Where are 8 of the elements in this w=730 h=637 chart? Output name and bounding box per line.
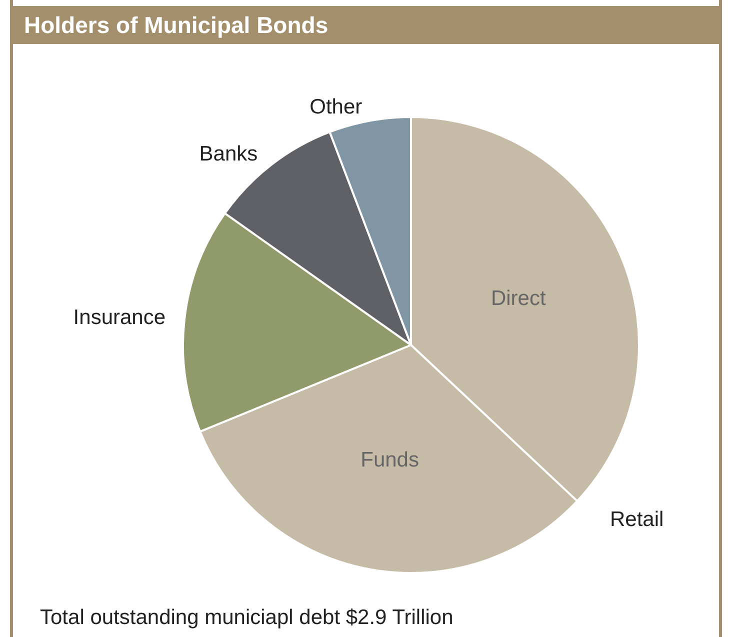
chart-title: Holders of Municipal Bonds <box>10 6 722 44</box>
slice-label: Banks <box>199 142 258 166</box>
slice-label: Insurance <box>73 306 166 330</box>
slice-label: Funds <box>360 448 419 472</box>
text: Retail <box>610 508 664 532</box>
slice-label: Other <box>310 96 362 119</box>
slice-label: Direct <box>490 287 546 310</box>
text: Total outstanding municiapl debt $2.9 Trillion <box>40 606 454 630</box>
